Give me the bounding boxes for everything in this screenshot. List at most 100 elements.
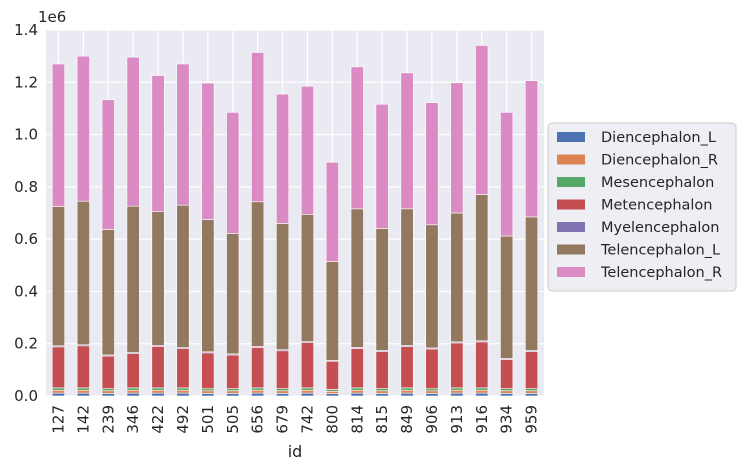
- bar-segment: [450, 387, 464, 391]
- bar-segment: [475, 389, 489, 394]
- bar-segment: [51, 387, 65, 391]
- x-tick-label: 916: [473, 405, 491, 434]
- bar-segment: [450, 82, 464, 214]
- bar-segment: [251, 389, 265, 394]
- bar-segment: [475, 341, 489, 389]
- bar-segment: [251, 387, 265, 391]
- bar-segment: [300, 214, 314, 342]
- x-tick-label: 742: [298, 405, 316, 434]
- bar-segment: [201, 390, 215, 394]
- bar-segment: [126, 389, 140, 394]
- bar-segment: [500, 359, 514, 389]
- legend-label: Metencephalon: [601, 198, 713, 214]
- bar-segment: [500, 393, 514, 397]
- bar-segment: [176, 348, 190, 389]
- bar-segment: [525, 388, 539, 392]
- bar-segment: [525, 393, 539, 397]
- bar-segment: [325, 360, 339, 390]
- bar-segment: [300, 387, 314, 391]
- bar-segment: [425, 393, 439, 397]
- bar-segment: [251, 52, 265, 203]
- bar-segment: [276, 388, 290, 392]
- bar-segment: [325, 161, 339, 262]
- bar-segment: [76, 200, 90, 346]
- x-tick-label: 800: [323, 405, 341, 434]
- bar-segment: [400, 389, 414, 394]
- legend-label: Myelencephalon: [601, 220, 719, 236]
- bar-segment: [176, 387, 190, 391]
- bar-segment: [226, 393, 240, 397]
- bar-segment: [350, 392, 364, 397]
- bar-segment: [276, 93, 290, 224]
- bar-segment: [475, 392, 489, 397]
- bar-segment: [300, 342, 314, 389]
- bar-segment: [375, 393, 389, 397]
- legend-swatch: [557, 177, 585, 187]
- bar-segment: [126, 56, 140, 207]
- bar-segment: [126, 353, 140, 389]
- bar-segment: [400, 392, 414, 397]
- bar-segment: [400, 387, 414, 391]
- bar-segment: [151, 389, 165, 394]
- x-tick-label: 815: [373, 405, 391, 434]
- bar-segment: [350, 387, 364, 391]
- bar-segment: [251, 347, 265, 389]
- bar-segment: [176, 204, 190, 348]
- bar-segment: [325, 390, 339, 394]
- x-tick-label: 492: [174, 405, 192, 434]
- bar-segment: [151, 346, 165, 389]
- bar-segment: [450, 212, 464, 343]
- bar-segment: [475, 194, 489, 342]
- bar-segment: [101, 355, 115, 389]
- bar-segment: [425, 102, 439, 226]
- x-tick-label: 656: [249, 405, 267, 434]
- bar-segment: [176, 392, 190, 397]
- x-tick-label: 346: [124, 405, 142, 434]
- legend-swatch: [557, 132, 585, 142]
- x-tick-label: 913: [448, 405, 466, 434]
- bar-segment: [425, 390, 439, 394]
- bar-segment: [226, 388, 240, 392]
- y-tick-label: 1.0: [14, 126, 38, 144]
- bar-segment: [226, 233, 240, 355]
- legend-label: Diencephalon_L: [601, 130, 716, 146]
- x-tick-label: 814: [348, 405, 366, 434]
- bar-segment: [76, 55, 90, 202]
- bar-segment: [51, 346, 65, 389]
- legend-label: Diencephalon_R: [601, 153, 718, 169]
- bar-segment: [101, 99, 115, 230]
- bar-segment: [400, 208, 414, 346]
- bar-segment: [101, 388, 115, 392]
- bar-segment: [425, 388, 439, 392]
- bar-segment: [176, 63, 190, 206]
- bar-segment: [76, 387, 90, 391]
- bar-segment: [525, 351, 539, 389]
- bar-segment: [525, 216, 539, 351]
- legend-box: [547, 122, 737, 292]
- bar-segment: [450, 392, 464, 397]
- bar-segment: [201, 352, 215, 389]
- x-tick-label: 959: [523, 405, 541, 434]
- x-tick-label: 422: [149, 405, 167, 434]
- bar-segment: [126, 387, 140, 391]
- bar-segment: [201, 219, 215, 353]
- y-tick-label: 0.4: [14, 282, 38, 300]
- bar-segment: [325, 261, 339, 361]
- bar-segment: [51, 63, 65, 207]
- bar-segment: [201, 393, 215, 397]
- bar-segment: [300, 392, 314, 397]
- bars: [51, 45, 539, 397]
- bar-segment: [375, 103, 389, 229]
- bar-segment: [276, 393, 290, 397]
- y-tick-label: 0.8: [14, 178, 38, 196]
- bar-segment: [500, 390, 514, 394]
- bar-segment: [375, 228, 389, 351]
- bar-segment: [350, 389, 364, 394]
- bar-segment: [500, 235, 514, 359]
- bar-segment: [450, 389, 464, 394]
- legend-swatch: [557, 267, 585, 277]
- x-tick-label: 142: [74, 405, 92, 434]
- bar-segment: [151, 392, 165, 397]
- bar-segment: [51, 206, 65, 347]
